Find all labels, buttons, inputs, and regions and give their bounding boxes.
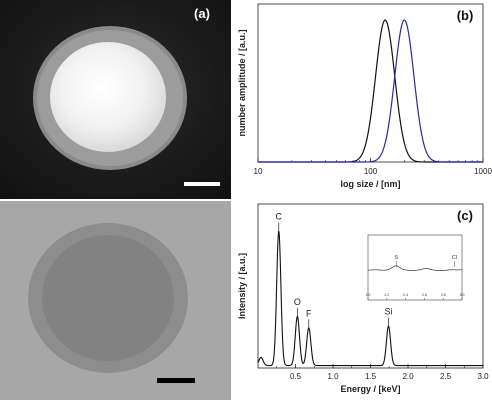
distribution-series-2 <box>258 19 483 163</box>
inset-plot: S Cl 2.0 2.2 2.4 2.6 2.8 3.0 <box>366 234 465 301</box>
edx-spectrum-chart: 0.5 1.0 1.5 2.0 2.5 3.0 Energy / [keV] Intensit… <box>231 200 492 400</box>
inset-tick-label: 2.6 <box>422 293 427 297</box>
inset-tick-label: 2.8 <box>441 293 446 297</box>
inset-tick-label: 3.0 <box>460 293 465 297</box>
inset-spectrum-line <box>368 265 463 272</box>
particle-core <box>50 42 166 152</box>
plot-frame <box>257 3 484 163</box>
panel-label-a: (a) <box>194 6 210 21</box>
x-tick-label: 10 <box>254 167 263 176</box>
y-axis-label: Intensity / [a.u.] <box>237 253 247 319</box>
dark-field-image: (a) <box>0 0 231 199</box>
x-tick-label: 2.0 <box>402 372 414 381</box>
size-distribution-svg: 10 100 1000 log size / [nm] number amplitude… <box>237 3 492 189</box>
x-axis-label: log size / [nm] <box>340 179 400 189</box>
micrograph-bright-field <box>0 201 231 400</box>
inset-tick-label: 2.4 <box>403 293 408 297</box>
x-tick-label: 100 <box>364 167 378 176</box>
peak-label-c: C <box>276 212 283 222</box>
inset-label-s: S <box>394 255 398 261</box>
inset-label-cl: Cl <box>452 255 457 261</box>
x-tick-label: 2.5 <box>440 372 452 381</box>
x-tick-label: 1000 <box>474 167 492 176</box>
edx-spectrum-svg: 0.5 1.0 1.5 2.0 2.5 3.0 Energy / [keV] Intensit… <box>237 203 489 394</box>
inset-frame <box>367 234 463 301</box>
x-tick-label: 1.0 <box>327 372 339 381</box>
x-tick-label: 1.5 <box>365 372 377 381</box>
inset-tick-label: 2.2 <box>384 293 389 297</box>
peak-label-f: F <box>306 308 312 318</box>
scale-bar <box>184 182 220 186</box>
scale-bar <box>157 378 195 383</box>
x-tick-label: 3.0 <box>477 372 489 381</box>
peak-label-o: O <box>294 297 301 307</box>
x-axis-label: Energy / [keV] <box>340 384 400 394</box>
micrograph-dark-field: (a) <box>0 0 231 199</box>
panel-label-b: (b) <box>457 8 474 23</box>
bright-field-image <box>0 201 231 400</box>
x-tick-label: 0.5 <box>290 372 302 381</box>
y-axis-label: number amplitude / [a.u.] <box>237 29 247 136</box>
distribution-series-1 <box>258 19 483 163</box>
size-distribution-chart: 10 100 1000 log size / [nm] number amplitude… <box>231 0 492 200</box>
inset-tick-label: 2.0 <box>366 293 371 297</box>
peak-label-si: Si <box>384 307 392 317</box>
edx-spectrum-line <box>257 230 483 367</box>
panel-label-c: (c) <box>457 208 473 223</box>
